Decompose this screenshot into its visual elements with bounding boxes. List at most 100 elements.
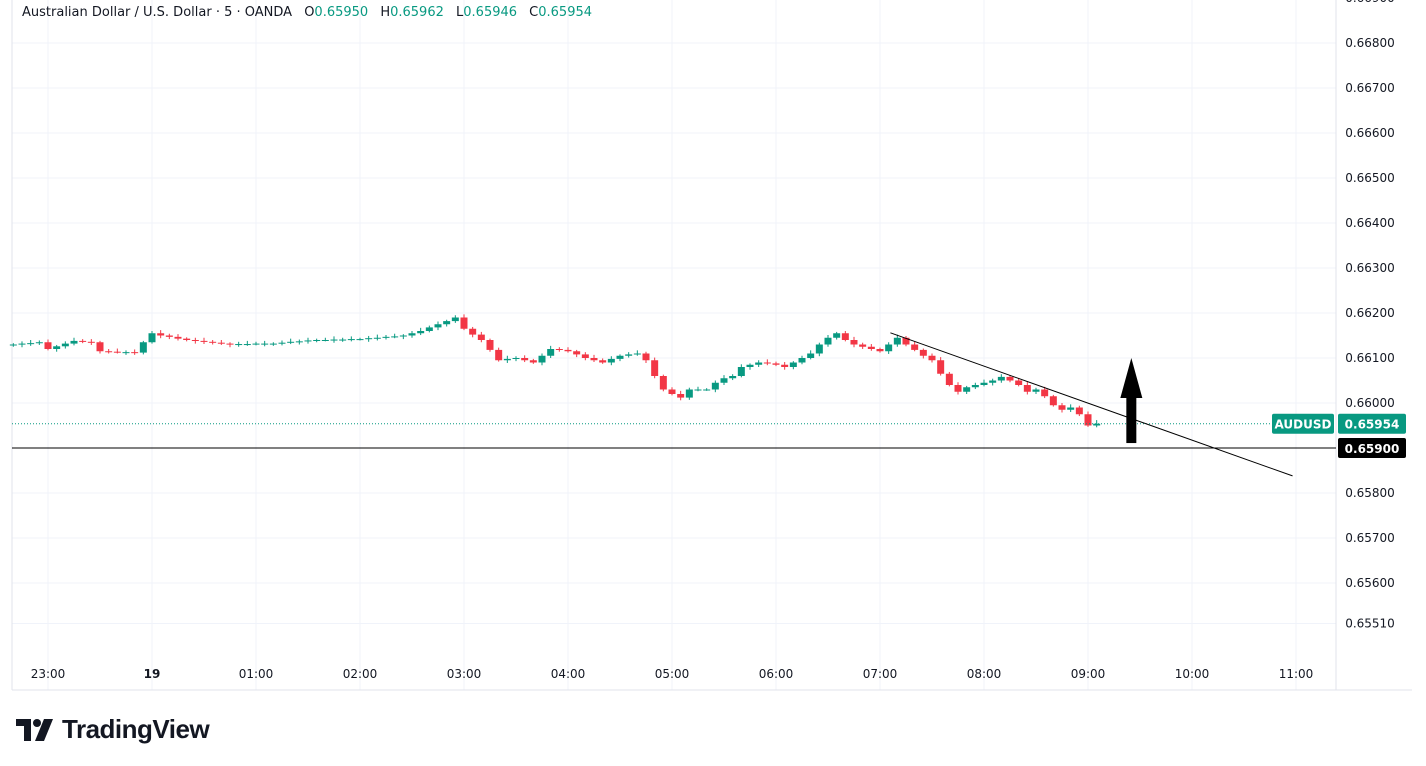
candle-body: [261, 343, 269, 345]
candle: [997, 374, 1005, 383]
y-tick-label: 0.66900: [1345, 0, 1395, 5]
candle-body: [295, 341, 303, 343]
candle: [1067, 404, 1075, 412]
candle: [96, 340, 104, 354]
low-value: 0.65946: [463, 5, 518, 20]
candle: [18, 341, 26, 348]
candle: [347, 336, 355, 342]
candle: [1093, 420, 1101, 428]
y-tick-label: 0.65510: [1345, 617, 1395, 631]
candle-body: [35, 342, 43, 344]
candle-body: [763, 362, 771, 364]
candle-body: [720, 378, 728, 383]
candle-body: [746, 364, 754, 367]
candle-body: [18, 343, 26, 345]
candle-body: [96, 342, 104, 352]
candle: [737, 364, 745, 378]
candle-body: [157, 333, 165, 336]
candle-body: [937, 360, 945, 374]
candle: [1023, 381, 1031, 395]
candle-body: [269, 343, 277, 345]
x-tick-label: 09:00: [1071, 667, 1106, 681]
candle: [564, 347, 572, 353]
candle-body: [859, 344, 867, 347]
candle: [235, 341, 243, 347]
candle-body: [703, 389, 711, 391]
candle: [217, 340, 225, 345]
candle-body: [1049, 396, 1057, 406]
candle-body: [148, 333, 156, 343]
candle: [113, 348, 121, 354]
candle: [157, 330, 165, 339]
candle: [131, 349, 139, 355]
candle-body: [44, 342, 52, 349]
candle-body: [304, 340, 312, 342]
candle: [581, 352, 589, 361]
candle: [87, 339, 95, 345]
candle: [148, 331, 156, 344]
candle-body: [131, 352, 139, 354]
candle: [893, 334, 901, 347]
candle: [1015, 378, 1023, 387]
candle: [469, 326, 477, 338]
tradingview-logo[interactable]: TradingView: [16, 714, 210, 745]
x-tick-label: 06:00: [759, 667, 794, 681]
candle: [261, 340, 269, 347]
y-tick-label: 0.66700: [1345, 81, 1395, 95]
candle: [841, 331, 849, 342]
candle: [382, 335, 390, 340]
candle: [945, 371, 953, 387]
y-tick-label: 0.66100: [1345, 351, 1395, 365]
candle-body: [989, 380, 997, 383]
candle-body: [460, 317, 468, 329]
candle: [425, 325, 433, 333]
candle: [1084, 411, 1092, 427]
candle-body: [339, 339, 347, 341]
high-value: 0.65962: [390, 5, 444, 20]
candle-body: [278, 342, 286, 344]
candle-body: [1093, 423, 1101, 426]
candle-body: [928, 355, 936, 361]
candle: [789, 361, 797, 370]
open-value: 0.65950: [314, 5, 369, 20]
y-tick-label: 0.65600: [1345, 576, 1395, 590]
candle-body: [122, 352, 130, 354]
candle-body: [443, 321, 451, 325]
candle-body: [616, 355, 624, 359]
x-tick-label: 05:00: [655, 667, 690, 681]
candle: [555, 347, 563, 352]
candle-body: [668, 389, 676, 394]
candle: [339, 337, 347, 342]
candle: [243, 340, 251, 346]
candle-body: [625, 354, 633, 356]
candle: [27, 340, 35, 346]
candle: [183, 337, 191, 342]
candle: [703, 388, 711, 391]
candle-body: [685, 389, 693, 398]
candle-body: [243, 344, 251, 346]
candle: [755, 360, 763, 367]
candle-body: [651, 360, 659, 376]
candle-body: [382, 336, 390, 338]
candle-body: [833, 333, 841, 338]
candle-body: [139, 342, 147, 353]
candle-body: [945, 373, 953, 385]
candle-body: [174, 336, 182, 339]
candle: [61, 341, 69, 349]
price-chart[interactable]: 0.66900 0.66800 0.66700 0.66600 0.66500 0.664…: [0, 0, 1426, 700]
candle: [503, 355, 511, 363]
candle-body: [841, 333, 849, 340]
candle-body: [1067, 407, 1075, 410]
candle-body: [79, 340, 87, 342]
candle-body: [1084, 414, 1092, 426]
candle-body: [1006, 376, 1014, 381]
candle-body: [365, 338, 373, 340]
candle: [529, 358, 537, 364]
candle-body: [399, 335, 407, 337]
candle-body: [503, 358, 511, 361]
candle-body: [330, 339, 338, 341]
candle-body: [27, 343, 35, 345]
candle: [807, 350, 815, 360]
candle: [963, 385, 971, 394]
candle-body: [1075, 407, 1083, 415]
